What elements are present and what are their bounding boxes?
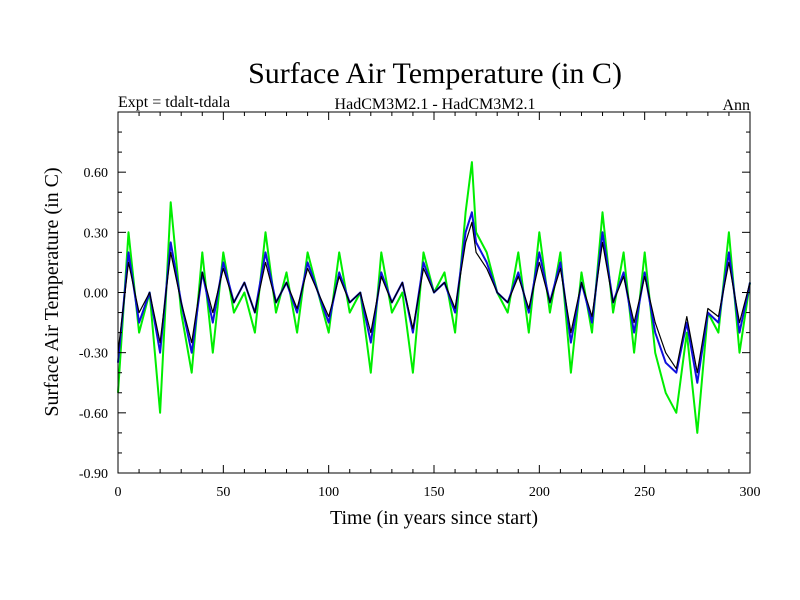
y-tick-label: -0.90 [79, 467, 108, 482]
y-tick-label: 0.60 [84, 166, 109, 181]
y-tick-label: 0.30 [84, 226, 109, 241]
x-tick-label: 0 [115, 485, 122, 500]
series-line-green [117, 161, 751, 434]
plot-lines [117, 161, 751, 434]
x-tick-label: 300 [740, 485, 761, 500]
chart-subtitle-center: HadCM3M2.1 - HadCM3M2.1 [335, 96, 536, 113]
chart-subtitle-right: Ann [722, 97, 750, 114]
chart-subtitle-left: Expt = tdalt-tdala [118, 94, 230, 111]
series-line-blue [117, 211, 751, 384]
series-line-black [117, 221, 751, 374]
x-tick-label: 250 [634, 485, 655, 500]
x-tick-label: 150 [424, 485, 445, 500]
y-ticks: -0.90 -0.60 -0.30 0.00 0.30 0.60 [79, 131, 750, 482]
y-axis-label: Surface Air Temperature (in C) [41, 167, 63, 416]
x-axis-label: Time (in years since start) [330, 507, 538, 529]
chart-title: Surface Air Temperature (in C) [248, 57, 622, 90]
y-tick-label: -0.30 [79, 347, 108, 362]
y-tick-label: 0.00 [84, 287, 109, 302]
x-tick-label: 50 [216, 485, 230, 500]
x-tick-label: 200 [529, 485, 550, 500]
y-tick-label: -0.60 [79, 407, 108, 422]
x-tick-label: 100 [318, 485, 339, 500]
x-ticks: 0 50 100 150 200 250 300 [115, 112, 761, 500]
